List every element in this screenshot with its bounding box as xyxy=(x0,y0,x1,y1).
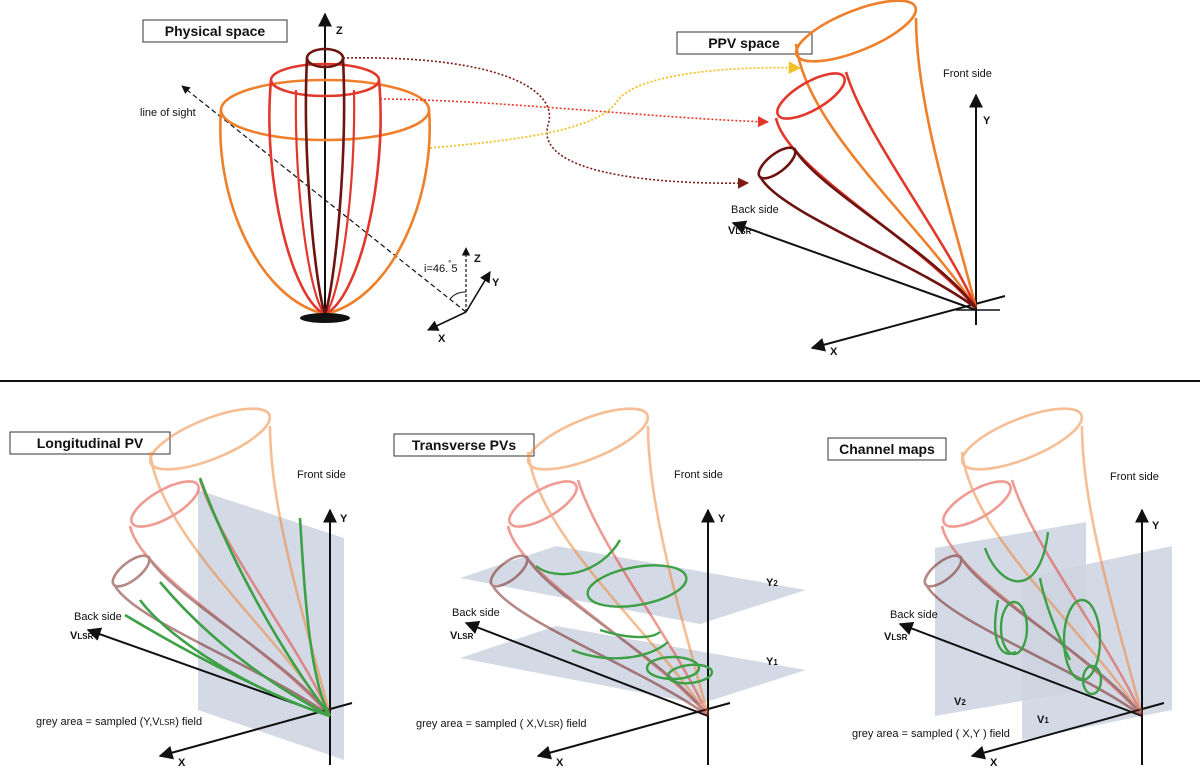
mapping-arrows xyxy=(342,57,802,189)
longitudinal-front-label: Front side xyxy=(297,469,346,481)
longitudinal-back-label: Back side xyxy=(74,611,122,623)
channel-plane-2-label: V2 xyxy=(954,696,966,708)
channel-y-label: Y xyxy=(1152,520,1160,532)
inclination-frame: Z Y X i=46.°5 xyxy=(424,247,500,345)
longitudinal-pv-panel: Longitudinal PV Y VLSR X Front side Back… xyxy=(9,395,353,769)
channel-front-label: Front side xyxy=(1110,471,1159,483)
physical-space-panel: Physical space Z line of sight xyxy=(140,12,500,345)
channel-maps-title: Channel maps xyxy=(839,441,935,457)
ppv-title-box xyxy=(676,31,813,55)
ppv-y-label: Y xyxy=(983,115,991,127)
transverse-v-axis xyxy=(464,620,709,717)
longitudinal-x-label: X xyxy=(178,757,186,769)
middle-mapping-arrow xyxy=(379,98,770,128)
transverse-plane-2-label: Y2 xyxy=(766,577,778,589)
channel-x-axis xyxy=(970,702,1165,760)
longitudinal-title-box xyxy=(9,431,171,455)
transverse-green-ellipses xyxy=(535,539,714,685)
transverse-title: Transverse PVs xyxy=(412,437,517,453)
inner-mapping-arrow xyxy=(342,57,750,189)
channel-plane-1-label: V1 xyxy=(1037,714,1049,726)
line-of-sight-label: line of sight xyxy=(140,107,196,119)
longitudinal-title: Longitudinal PV xyxy=(37,435,144,451)
longitudinal-y-label: Y xyxy=(340,513,348,525)
line-of-sight-arrow xyxy=(181,85,467,313)
longitudinal-caption: grey area = sampled (Y,VLSR) field xyxy=(36,716,202,728)
z-axis-label: Z xyxy=(336,25,343,37)
ppv-front-label: Front side xyxy=(943,68,992,80)
transverse-y-label: Y xyxy=(718,513,726,525)
channel-maps-title-box xyxy=(827,437,947,461)
channel-green-curves xyxy=(983,531,1103,696)
ppv-back-label: Back side xyxy=(731,204,779,216)
ppv-v-axis xyxy=(731,220,977,311)
frame-x-label: X xyxy=(438,333,446,345)
channel-x-label: X xyxy=(990,757,998,769)
channel-back-label: Back side xyxy=(890,609,938,621)
outer-mapping-arrow xyxy=(429,61,802,149)
channel-v-axis xyxy=(898,621,1143,717)
channel-maps-panel: Channel maps Y VLSR X Front side Back si… xyxy=(827,395,1172,769)
ppv-x-label: X xyxy=(830,346,838,358)
transverse-plane-1-label: Y1 xyxy=(766,656,778,668)
channel-plane-v1 xyxy=(1022,546,1172,740)
transverse-pv-panel: Transverse PVs Y VLSR X Front side Back … xyxy=(393,395,806,769)
transverse-title-box xyxy=(393,433,535,457)
ppv-v-label: VLSR xyxy=(728,225,752,237)
longitudinal-v-label: VLSR xyxy=(70,630,94,642)
physical-space-title: Physical space xyxy=(165,23,266,39)
inclination-label: i=46.°5 xyxy=(424,259,458,275)
ppv-space-panel: PPV space Y VLSR X Front side Back side xyxy=(676,0,1006,358)
channel-caption: grey area = sampled ( X,Y ) field xyxy=(852,728,1010,740)
transverse-x-axis xyxy=(536,702,731,760)
transverse-v-label: VLSR xyxy=(450,630,474,642)
frame-y-label: Y xyxy=(492,277,500,289)
ppv-title: PPV space xyxy=(708,35,780,51)
transverse-x-label: X xyxy=(556,757,564,769)
longitudinal-green-curves xyxy=(124,477,332,718)
frame-z-label: Z xyxy=(474,253,481,265)
transverse-back-label: Back side xyxy=(452,607,500,619)
source-base xyxy=(300,313,350,323)
transverse-front-label: Front side xyxy=(674,469,723,481)
transverse-plane-lower xyxy=(460,626,806,704)
transverse-caption: grey area = sampled ( X,VLSR) field xyxy=(416,718,587,730)
channel-v-label: VLSR xyxy=(884,631,908,643)
physical-space-title-box xyxy=(142,19,288,43)
